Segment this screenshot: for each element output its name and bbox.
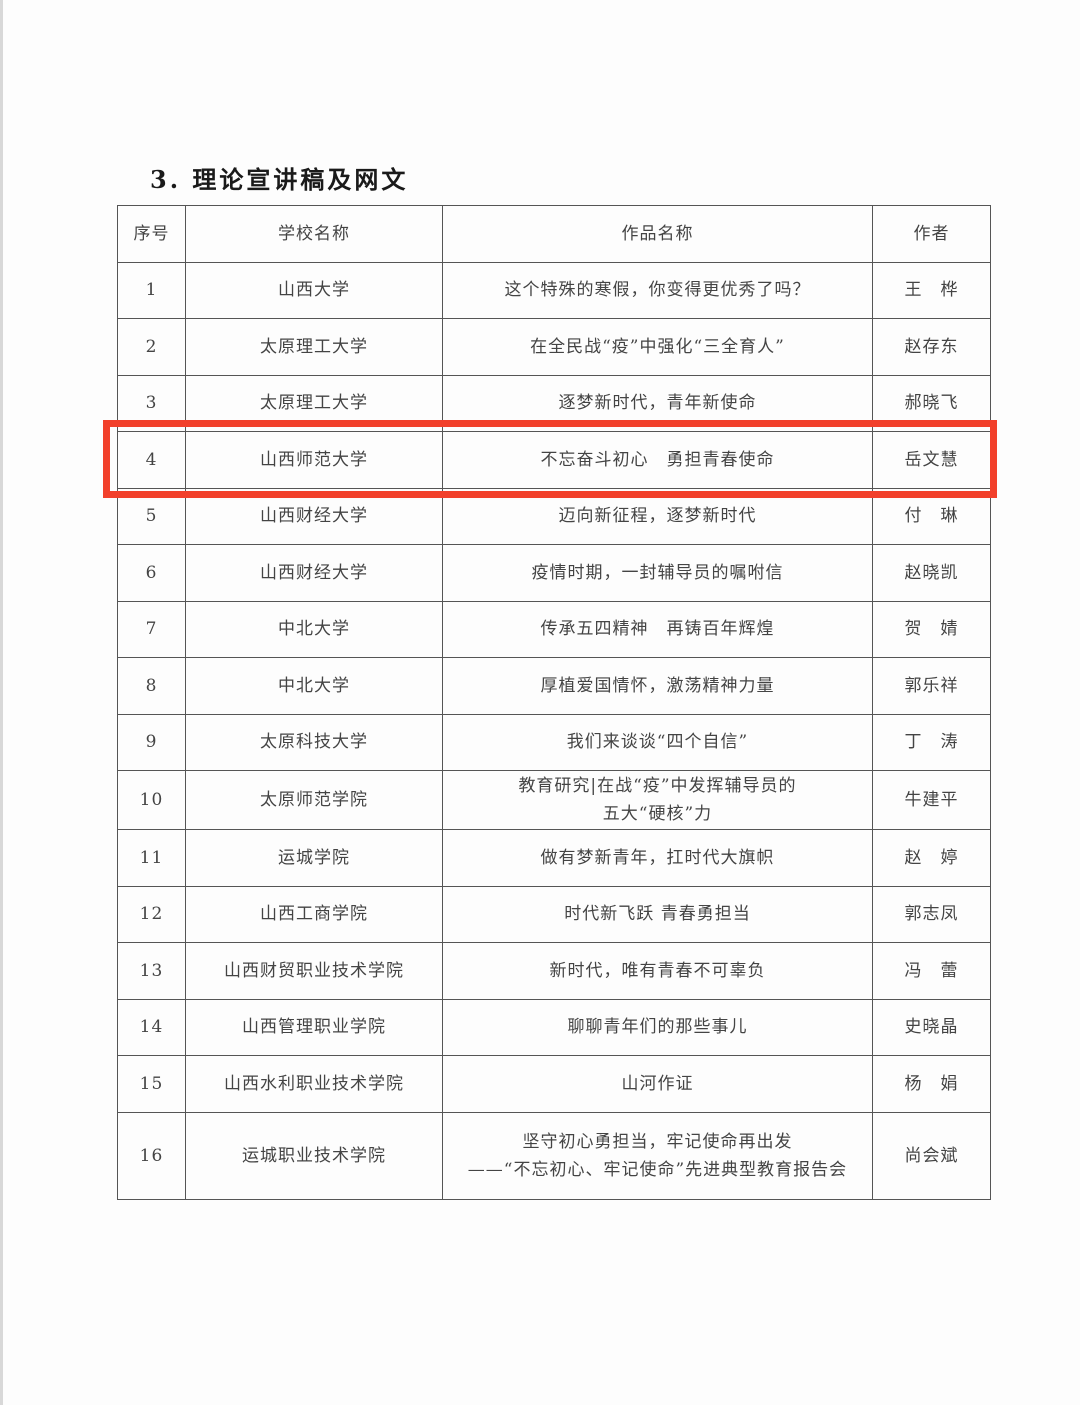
table-row: 14 山西管理职业学院 聊聊青年们的那些事儿 史晓晶: [117, 998, 991, 1056]
cell-title: 我们来谈谈“四个自信”: [442, 713, 873, 771]
cell-author: 贺 婧: [872, 600, 991, 658]
cell-school: 中北大学: [185, 657, 443, 715]
cell-title: 这个特殊的寒假，你变得更优秀了吗？: [442, 261, 873, 319]
cell-school: 运城职业技术学院: [185, 1111, 443, 1200]
cell-no: 15: [117, 1055, 186, 1113]
cell-no: 16: [117, 1111, 186, 1200]
cell-author: 牛建平: [872, 770, 991, 830]
highlight-box: [103, 420, 997, 498]
cell-no: 2: [117, 318, 186, 376]
cell-title: 在全民战“疫”中强化“三全育人”: [442, 318, 873, 376]
cell-school: 太原科技大学: [185, 713, 443, 771]
cell-author: 赵 婷: [872, 829, 991, 887]
cell-no: 1: [117, 261, 186, 319]
table-row: 8 中北大学 厚植爱国情怀，激荡精神力量 郭乐祥: [117, 657, 991, 715]
cell-author: 冯 蕾: [872, 942, 991, 1000]
cell-title: 厚植爱国情怀，激荡精神力量: [442, 657, 873, 715]
cell-no: 11: [117, 829, 186, 887]
cell-no: 8: [117, 657, 186, 715]
cell-title: 山河作证: [442, 1055, 873, 1113]
header-author: 作者: [872, 205, 991, 263]
page-edge: [0, 0, 3, 1405]
cell-author: 岳文慧: [872, 431, 991, 489]
cell-no: 9: [117, 713, 186, 771]
cell-author: 王 桦: [872, 261, 991, 319]
cell-school: 运城学院: [185, 829, 443, 887]
cell-no: 4: [117, 431, 186, 489]
table-row: 16 运城职业技术学院 坚守初心勇担当，牢记使命再出发 ——“不忘初心、牢记使命”先…: [117, 1111, 991, 1200]
table-row: 2 太原理工大学 在全民战“疫”中强化“三全育人” 赵存东: [117, 318, 991, 376]
cell-school: 山西工商学院: [185, 885, 443, 943]
cell-no: 10: [117, 770, 186, 830]
cell-school: 山西师范大学: [185, 431, 443, 489]
cell-title: 不忘奋斗初心 勇担青春使命: [442, 431, 873, 489]
cell-no: 14: [117, 998, 186, 1056]
table-row: 9 太原科技大学 我们来谈谈“四个自信” 丁 涛: [117, 713, 991, 771]
table-row: 4 山西师范大学 不忘奋斗初心 勇担青春使命 岳文慧: [117, 431, 991, 489]
cell-author: 尚会斌: [872, 1111, 991, 1200]
cell-school: 太原理工大学: [185, 318, 443, 376]
cell-title: 新时代，唯有青春不可辜负: [442, 942, 873, 1000]
table-row: 12 山西工商学院 时代新飞跃 青春勇担当 郭志凤: [117, 885, 991, 943]
cell-author: 史晓晶: [872, 998, 991, 1056]
table-row: 1 山西大学 这个特殊的寒假，你变得更优秀了吗？王 桦: [117, 261, 991, 319]
section-heading: 3. 理论宣讲稿及网文: [150, 165, 409, 194]
works-table: 序号 学校名称 作品名称 作者 1 山西大学 这个特殊的寒假，你变得更优秀了吗？王 …: [117, 205, 991, 1200]
cell-school: 太原师范学院: [185, 770, 443, 830]
cell-title: 时代新飞跃 青春勇担当: [442, 885, 873, 943]
table-row: 10 太原师范学院 教育研究|在战“疫”中发挥辅导员的 五大“硬核”力 牛建平: [117, 770, 991, 830]
cell-author: 赵晓凯: [872, 544, 991, 602]
cell-no: 12: [117, 885, 186, 943]
table-row: 13 山西财贸职业技术学院 新时代，唯有青春不可辜负冯 蕾: [117, 942, 991, 1000]
cell-title: 聊聊青年们的那些事儿: [442, 998, 873, 1056]
cell-author: 郭乐祥: [872, 657, 991, 715]
cell-no: 13: [117, 942, 186, 1000]
cell-school: 山西财经大学: [185, 544, 443, 602]
cell-author: 郭志凤: [872, 885, 991, 943]
header-title: 作品名称: [442, 205, 873, 263]
header-no: 序号: [117, 205, 186, 263]
table-row: 7 中北大学 传承五四精神 再铸百年辉煌贺 婧: [117, 600, 991, 658]
cell-no: 6: [117, 544, 186, 602]
cell-school: 山西水利职业技术学院: [185, 1055, 443, 1113]
cell-school: 山西大学: [185, 261, 443, 319]
cell-school: 中北大学: [185, 600, 443, 658]
cell-school: 山西财贸职业技术学院: [185, 942, 443, 1000]
header-school: 学校名称: [185, 205, 443, 263]
table-row: 11 运城学院 做有梦新青年，扛时代大旗帜赵 婷: [117, 829, 991, 887]
cell-title: 疫情时期，一封辅导员的嘱咐信: [442, 544, 873, 602]
cell-school: 山西管理职业学院: [185, 998, 443, 1056]
table-row: 6 山西财经大学 疫情时期，一封辅导员的嘱咐信 赵晓凯: [117, 544, 991, 602]
cell-author: 赵存东: [872, 318, 991, 376]
cell-author: 丁 涛: [872, 713, 991, 771]
cell-title: 坚守初心勇担当，牢记使命再出发 ——“不忘初心、牢记使命”先进典型教育报告会: [442, 1111, 873, 1200]
cell-title: 教育研究|在战“疫”中发挥辅导员的 五大“硬核”力: [442, 770, 873, 830]
cell-no: 7: [117, 600, 186, 658]
cell-title: 做有梦新青年，扛时代大旗帜: [442, 829, 873, 887]
table-header-row: 序号 学校名称 作品名称 作者: [117, 205, 991, 263]
cell-title: 传承五四精神 再铸百年辉煌: [442, 600, 873, 658]
table-row: 15 山西水利职业技术学院 山河作证杨 娟: [117, 1055, 991, 1113]
cell-author: 杨 娟: [872, 1055, 991, 1113]
